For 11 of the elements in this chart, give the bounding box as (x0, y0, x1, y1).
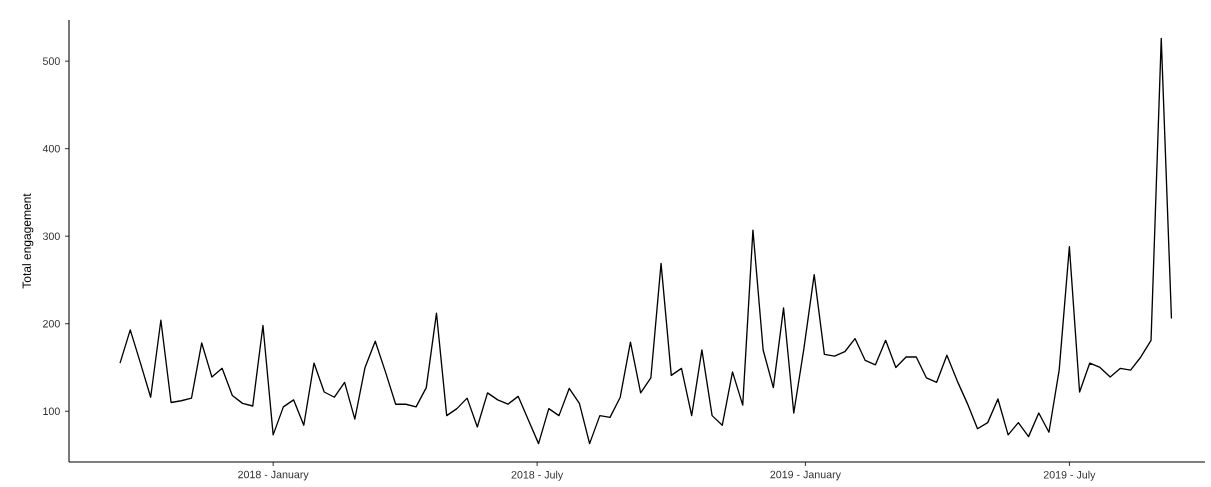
y-tick-label: 400 (42, 144, 60, 153)
y-tick-label: 300 (42, 232, 60, 240)
x-tick-label: 2019 - July (1043, 470, 1096, 481)
x-tick-label: 2018 - July (511, 470, 564, 481)
x-tick-label: 2019 - January (770, 470, 841, 481)
y-tick-label: 100 (43, 407, 60, 416)
x-tick-label: 2018 - January (238, 470, 309, 481)
y-tick-label: 200 (43, 319, 60, 328)
y-tick-label: 500 (42, 57, 60, 65)
line-series (119, 37, 1173, 445)
y-axis-title: Total engagement (22, 193, 34, 289)
